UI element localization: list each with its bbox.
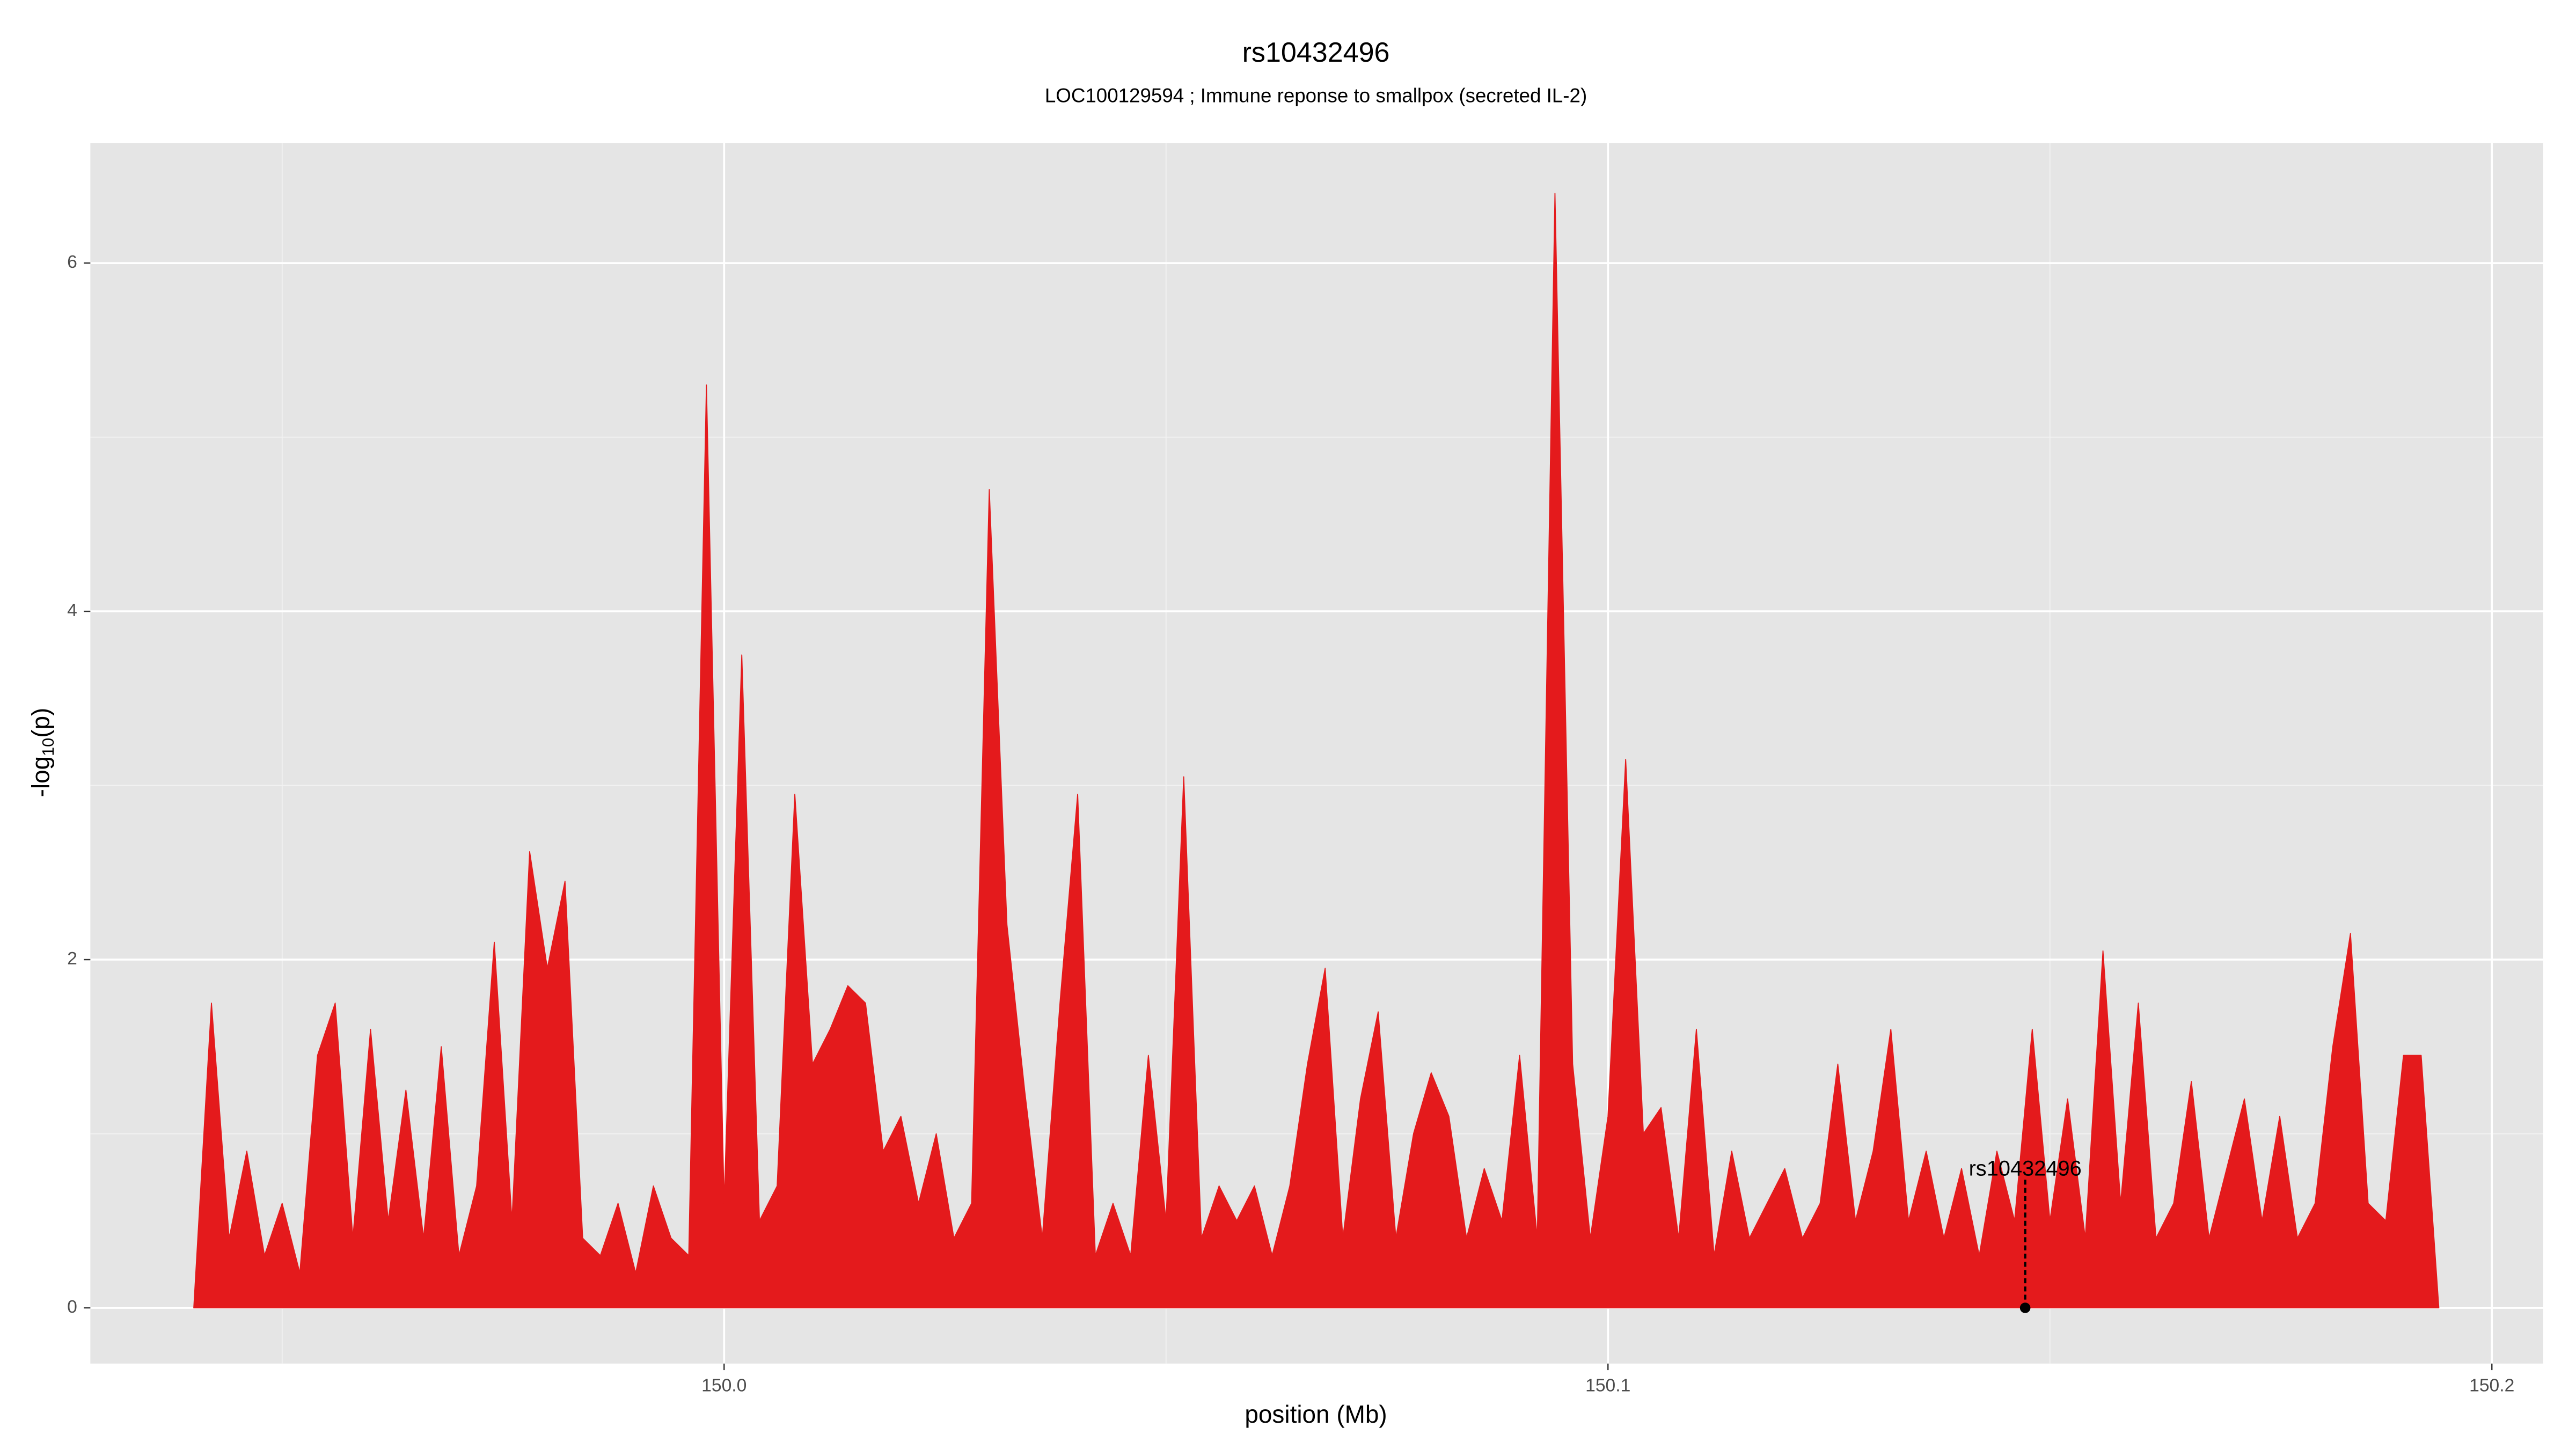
y-tick-label: 2 <box>67 949 77 969</box>
x-tick-label: 150.2 <box>2469 1376 2514 1396</box>
chart-title: rs10432496 <box>1242 37 1390 68</box>
y-label-sub: 10 <box>39 738 57 756</box>
highlight-point <box>2019 1302 2031 1313</box>
x-tick-label: 150.0 <box>701 1376 747 1396</box>
y-tick-label: 4 <box>67 601 77 620</box>
chart-subtitle: LOC100129594 ; Immune reponse to smallpo… <box>1045 84 1587 106</box>
y-tick-label: 6 <box>67 252 77 272</box>
highlight-label: rs10432496 <box>1969 1157 2082 1180</box>
y-tick-label: 0 <box>67 1297 77 1317</box>
y-label-end: (p) <box>27 708 55 738</box>
y-axis-label: -log10(p) <box>27 708 57 797</box>
x-axis-label: position (Mb) <box>1245 1400 1387 1428</box>
x-tick-label: 150.1 <box>1585 1376 1630 1396</box>
y-label-main: -log <box>27 756 55 797</box>
area <box>193 193 2440 1308</box>
